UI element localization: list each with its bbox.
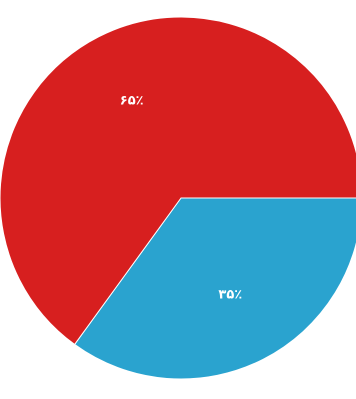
pie-slice-label-0: ۶۵٪ (120, 94, 144, 109)
pie-slice-0 (0, 16, 356, 346)
pie-slice-label-1: ۳۵٪ (218, 287, 242, 302)
pie-labels: ۳۵٪ ۶۵٪ (120, 94, 242, 303)
pie-slices (0, 16, 356, 380)
pie-slice-1 (73, 197, 356, 380)
